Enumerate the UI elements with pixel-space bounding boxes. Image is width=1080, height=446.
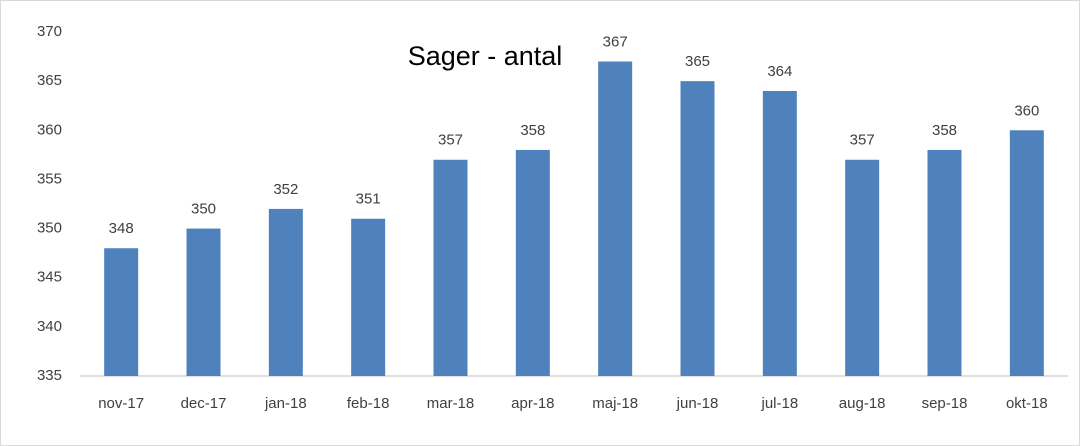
- y-tick-label: 360: [37, 121, 62, 138]
- bar: [1009, 130, 1044, 376]
- bar: [351, 218, 386, 376]
- bar: [927, 149, 962, 376]
- x-tick-label: mar-18: [427, 395, 475, 412]
- bar: [515, 149, 550, 376]
- bar: [598, 61, 633, 376]
- data-label: 358: [932, 122, 957, 139]
- data-label: 350: [191, 201, 216, 218]
- data-label: 348: [109, 220, 134, 237]
- data-label: 357: [438, 132, 463, 149]
- x-tick-label: aug-18: [839, 395, 886, 412]
- chart-title: Sager - antal: [408, 41, 563, 71]
- x-tick-label: apr-18: [511, 395, 554, 412]
- bar: [104, 248, 139, 376]
- x-tick-label: jun-18: [676, 395, 719, 412]
- bar: [845, 159, 880, 376]
- data-label: 357: [850, 132, 875, 149]
- x-tick-label: sep-18: [922, 395, 968, 412]
- x-tick-label: jul-18: [760, 395, 798, 412]
- y-tick-label: 370: [37, 23, 62, 40]
- y-tick-label: 335: [37, 367, 62, 384]
- y-tick-label: 350: [37, 220, 62, 237]
- data-label: 358: [520, 122, 545, 139]
- data-label: 360: [1014, 102, 1039, 119]
- x-tick-label: feb-18: [347, 395, 390, 412]
- bar: [680, 81, 715, 377]
- x-tick-label: jan-18: [264, 395, 307, 412]
- bar: [186, 228, 221, 376]
- y-tick-label: 340: [37, 318, 62, 335]
- y-tick-label: 355: [37, 170, 62, 187]
- bar: [433, 159, 468, 376]
- data-label: 364: [767, 63, 792, 80]
- data-label: 352: [273, 181, 298, 198]
- x-tick-label: okt-18: [1006, 395, 1048, 412]
- x-tick-label: nov-17: [98, 395, 144, 412]
- data-label: 351: [356, 191, 381, 208]
- bar: [762, 90, 797, 376]
- bar: [268, 208, 303, 376]
- x-tick-label: dec-17: [181, 395, 227, 412]
- x-tick-label: maj-18: [592, 395, 638, 412]
- y-tick-label: 365: [37, 72, 62, 89]
- y-tick-label: 345: [37, 269, 62, 286]
- data-label: 365: [685, 53, 710, 70]
- data-label: 367: [603, 33, 628, 50]
